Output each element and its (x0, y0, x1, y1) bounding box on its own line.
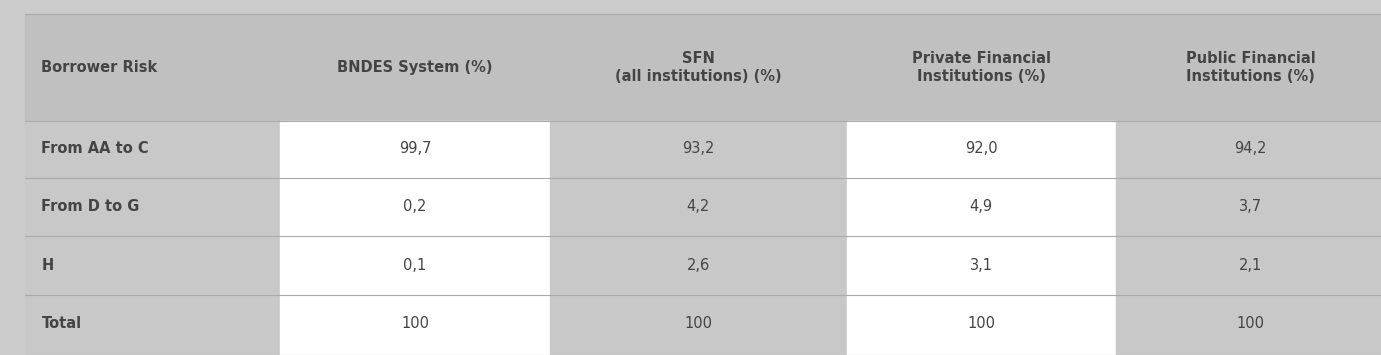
Text: Private Financial
Institutions (%): Private Financial Institutions (%) (911, 51, 1051, 84)
Text: BNDES System (%): BNDES System (%) (337, 60, 493, 75)
Text: 99,7: 99,7 (399, 141, 431, 156)
Text: Public Financial
Institutions (%): Public Financial Institutions (%) (1186, 51, 1315, 84)
Text: 92,0: 92,0 (965, 141, 997, 156)
Text: Borrower Risk: Borrower Risk (41, 60, 157, 75)
Text: 3,7: 3,7 (1239, 199, 1262, 214)
Text: 4,2: 4,2 (686, 199, 710, 214)
Text: From AA to C: From AA to C (41, 141, 149, 156)
Text: 100: 100 (967, 316, 996, 332)
Text: H: H (41, 258, 54, 273)
Text: 4,9: 4,9 (969, 199, 993, 214)
Text: 2,1: 2,1 (1239, 258, 1262, 273)
Text: SFN
(all institutions) (%): SFN (all institutions) (%) (615, 51, 782, 84)
Text: 0,1: 0,1 (403, 258, 427, 273)
Text: 100: 100 (1236, 316, 1265, 332)
Text: 100: 100 (400, 316, 429, 332)
Text: From D to G: From D to G (41, 199, 139, 214)
Text: Total: Total (41, 316, 81, 332)
Text: 94,2: 94,2 (1235, 141, 1266, 156)
Text: 2,6: 2,6 (686, 258, 710, 273)
Text: 100: 100 (684, 316, 713, 332)
Text: 0,2: 0,2 (403, 199, 427, 214)
Text: 3,1: 3,1 (969, 258, 993, 273)
Text: 93,2: 93,2 (682, 141, 714, 156)
